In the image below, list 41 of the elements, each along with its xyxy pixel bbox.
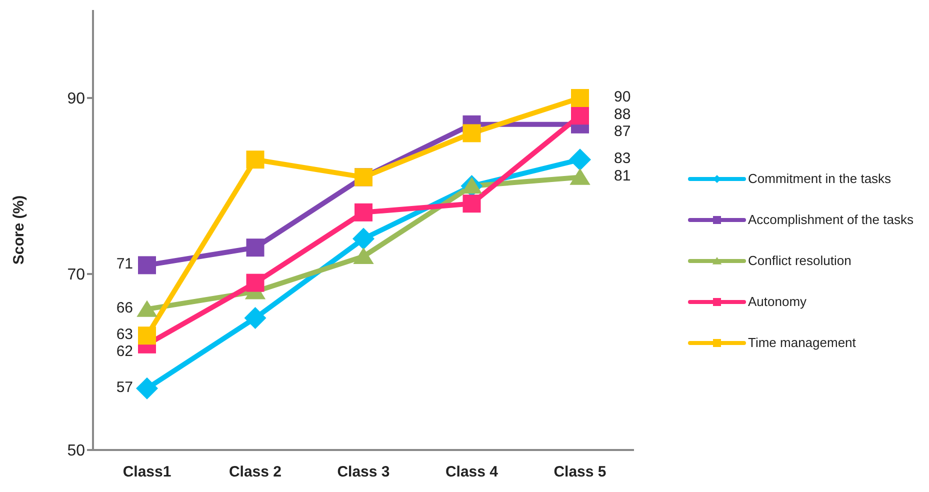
legend-label: Conflict resolution (748, 253, 852, 268)
point (246, 150, 264, 169)
point (569, 148, 591, 171)
point (246, 238, 264, 257)
data-label: 90 (614, 88, 631, 106)
point (570, 168, 590, 185)
point (138, 256, 156, 274)
point (352, 228, 374, 250)
legend-label: Time management (748, 335, 856, 350)
y-axis-title: Score (%) (10, 195, 28, 265)
y-tick-label: 50 (67, 442, 86, 460)
point (136, 300, 158, 317)
point (462, 194, 481, 213)
point (462, 124, 481, 142)
data-label: 87 (614, 122, 631, 140)
y-tick-label: 90 (67, 90, 86, 108)
y-tick-label: 70 (67, 266, 86, 284)
point (354, 203, 372, 222)
x-tick-label: Class 2 (228, 464, 282, 481)
data-label: 71 (116, 256, 133, 273)
legend-label: Accomplishment of the tasks (748, 212, 914, 227)
data-label: 63 (116, 326, 133, 343)
data-label: 66 (116, 300, 133, 317)
point (246, 274, 264, 292)
data-label: 83 (614, 150, 631, 167)
point (571, 106, 589, 125)
point (244, 307, 266, 329)
x-tick-label: Class1 (122, 464, 172, 481)
point (136, 377, 158, 400)
data-label: 62 (116, 342, 133, 360)
legend-label: Autonomy (748, 294, 807, 309)
data-label: 57 (116, 378, 133, 396)
x-tick-label: Class 3 (337, 464, 390, 481)
x-tick-label: Class 4 (445, 464, 499, 481)
point (138, 326, 156, 345)
point (353, 247, 374, 264)
point (571, 89, 589, 107)
data-label: 81 (614, 168, 631, 185)
legend-label: Commitment in the tasks (748, 171, 892, 186)
data-label: 88 (614, 106, 631, 123)
x-tick-label: Class 5 (554, 464, 606, 481)
